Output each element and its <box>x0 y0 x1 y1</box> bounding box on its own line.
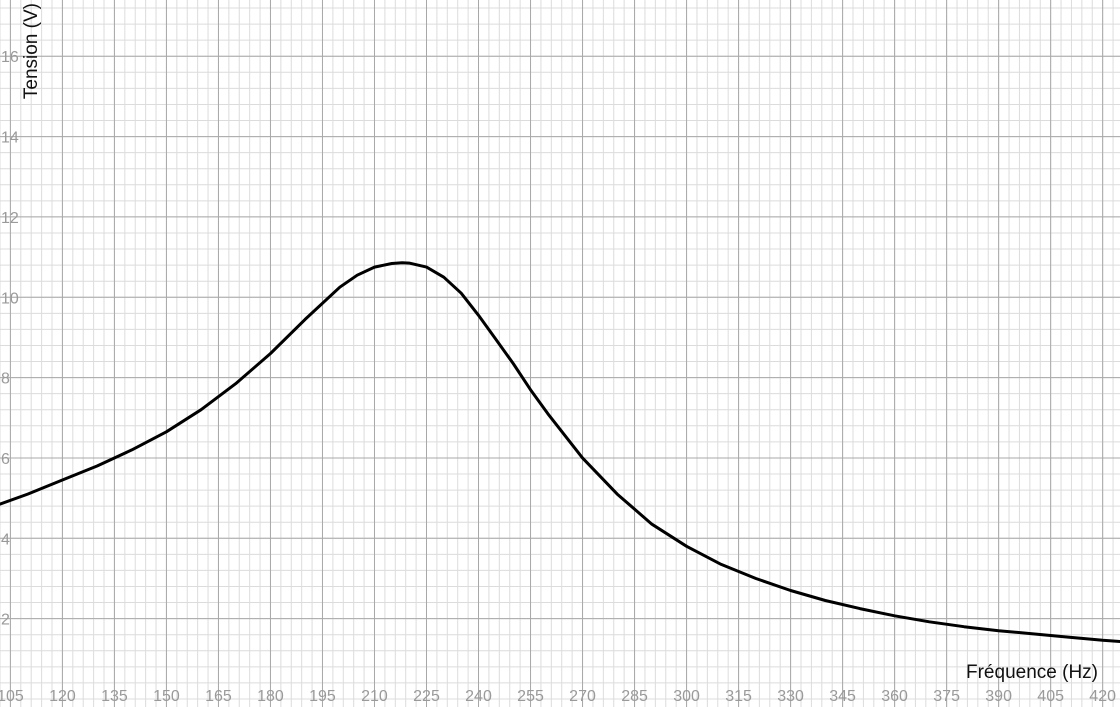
x-tick-label: 240 <box>465 688 492 705</box>
x-tick-label: 285 <box>621 688 648 705</box>
y-tick-label: 4 <box>1 531 10 548</box>
x-axis-title: Fréquence (Hz) <box>966 662 1098 683</box>
y-tick-label: 8 <box>1 371 10 388</box>
x-tick-label: 360 <box>881 688 908 705</box>
y-tick-label: 16 <box>1 49 19 66</box>
voltage-frequency-curve <box>0 261 1120 643</box>
y-tick-label: 12 <box>1 210 19 227</box>
x-tick-label: 405 <box>1037 688 1064 705</box>
x-tick-label: 135 <box>101 688 128 705</box>
x-tick-label: 225 <box>413 688 440 705</box>
x-tick-label: 150 <box>153 688 180 705</box>
x-tick-label: 105 <box>0 688 24 705</box>
y-tick-label: 2 <box>1 612 10 629</box>
x-tick-label: 330 <box>777 688 804 705</box>
x-tick-label: 300 <box>673 688 700 705</box>
x-tick-label: 270 <box>569 688 596 705</box>
x-tick-label: 420 <box>1089 688 1116 705</box>
x-tick-label: 180 <box>257 688 284 705</box>
y-tick-label: 14 <box>1 130 19 147</box>
x-tick-label: 195 <box>309 688 336 705</box>
y-axis-title: Tension (V) <box>21 3 42 99</box>
y-tick-label: 10 <box>1 290 19 307</box>
x-tick-label: 255 <box>517 688 544 705</box>
x-tick-label: 165 <box>205 688 232 705</box>
x-tick-label: 390 <box>985 688 1012 705</box>
x-tick-label: 375 <box>933 688 960 705</box>
x-tick-label: 345 <box>829 688 856 705</box>
y-tick-labels: 2 4 6 8 10 12 14 16 <box>1 49 19 628</box>
x-tick-label: 315 <box>725 688 752 705</box>
x-tick-label: 210 <box>361 688 388 705</box>
y-tick-label: 6 <box>1 451 10 468</box>
x-tick-labels: 105 120 135 150 165 180 195 210 225 240 255 270 285 3… <box>0 688 1116 705</box>
x-tick-label: 120 <box>49 688 76 705</box>
